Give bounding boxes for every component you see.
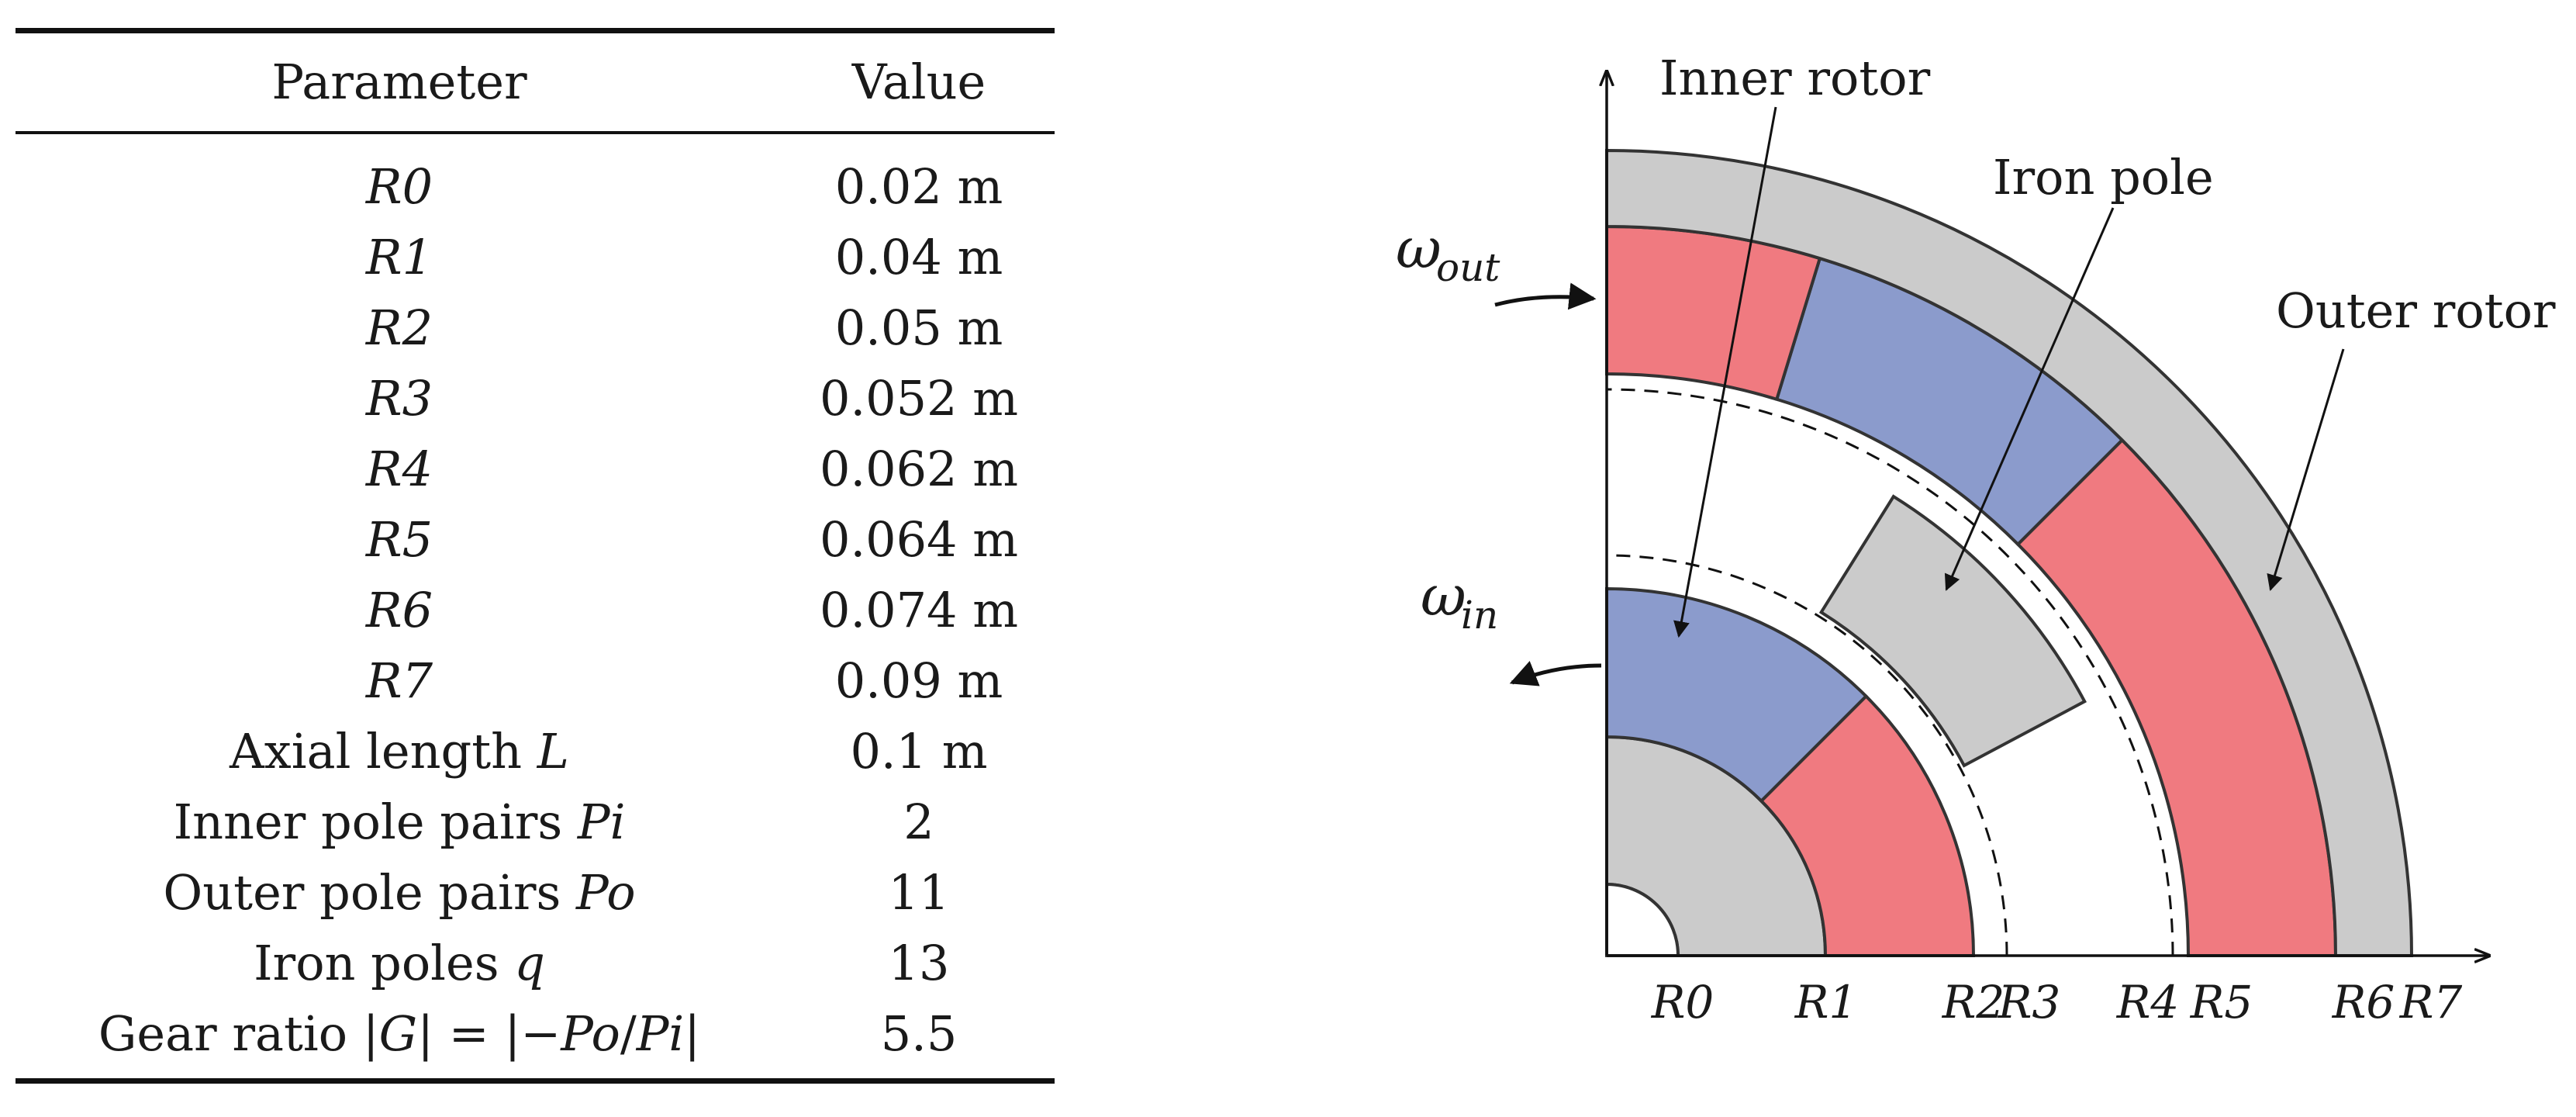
gear-ratio-middle: | = |− [417,1005,561,1062]
label-iron-pole: Iron pole [1993,149,2214,206]
value-cell: 11 [888,864,950,921]
iron-pole-pointer [1944,207,2115,591]
param-symbol: R2 [365,299,433,356]
param-cell: Axial length L [16,716,783,787]
table-row: Axial length L 0.1 m [16,716,1055,787]
radius-label-r7: R7 [2399,976,2463,1029]
air-gap-circles [1606,388,2174,956]
radius-label-r4: R4 [2116,976,2180,1029]
value-cell: 0.09 m [834,652,1003,709]
table-row: Iron poles q 13 [16,928,1055,998]
label-inner-rotor: Inner rotor [1659,50,1931,106]
param-cell: R1 [16,222,783,292]
table-row: R7 0.09 m [16,645,1055,716]
param-cell: R0 [16,133,783,222]
param-symbol: L [537,723,569,780]
table-row: R3 0.052 m [16,363,1055,434]
gear-ratio-suffix: | [684,1005,701,1062]
param-cell: Iron poles q [16,928,783,998]
param-cell: R4 [16,434,783,504]
param-symbol: R6 [365,582,433,638]
omega-out-symbol: ω [1396,216,1442,281]
omega-in-symbol: ω [1421,563,1466,628]
shaft-hole [1605,882,1680,957]
param-symbol: R5 [365,511,433,568]
value-cell: 0.074 m [820,582,1018,638]
axes [1607,71,2489,956]
value-cell: 0.052 m [820,370,1018,427]
table-row: R0 0.02 m [16,133,1055,222]
param-cell: Gear ratio |G| = |−Po/Pi| [16,998,783,1081]
omega-out-subscript: out [1436,245,1500,290]
value-cell: 0.064 m [820,511,1018,568]
value-cell: 0.1 m [850,723,988,780]
table-row: R6 0.074 m [16,575,1055,645]
param-cell: Outer pole pairs Po [16,857,783,928]
param-text: Outer pole pairs [163,864,577,921]
radius-label-r5: R5 [2190,976,2253,1029]
radius-label-r1: R1 [1794,976,1858,1029]
table-row-gear-ratio: Gear ratio |G| = |−Po/Pi| 5.5 [16,998,1055,1081]
air-gap-inner [1606,554,2008,956]
table-body: R0 0.02 m R1 0.04 m R2 0.05 m R3 0.052 m R4 0.062… [16,133,1055,1081]
table-row: R2 0.05 m [16,292,1055,363]
gear-ratio-prefix: Gear ratio | [98,1005,379,1062]
param-cell: R2 [16,292,783,363]
radius-label-r2: R2 [1942,976,2005,1029]
param-symbol: R3 [365,370,433,427]
param-symbol: Po [576,864,636,921]
param-symbol: Pi [577,794,626,850]
table-row: Inner pole pairs Pi 2 [16,787,1055,857]
param-cell: R5 [16,504,783,575]
radius-label-r3: R3 [1998,976,2061,1029]
inner-magnet-blue [1605,586,1869,804]
value-cell: 5.5 [880,1005,958,1062]
table-row: R5 0.064 m [16,504,1055,575]
gear-segments [1605,148,2414,957]
param-text: Iron poles [254,935,515,991]
gear-ratio-pi: Pi [636,1005,685,1062]
param-cell: R3 [16,363,783,434]
param-symbol: R7 [365,652,433,709]
radius-label-r6: R6 [2332,976,2395,1029]
param-text: Inner pole pairs [173,794,578,850]
table-header-row: Parameter Value [16,30,1055,133]
label-outer-rotor: Outer rotor [2276,282,2556,339]
param-text: Axial length [230,723,537,780]
table-row: R4 0.062 m [16,434,1055,504]
value-cell: 0.05 m [834,299,1003,356]
iron-pole [1818,494,2087,768]
inner-rotor-pointer [1673,106,1777,638]
table-row: Outer pole pairs Po 11 [16,857,1055,928]
param-symbol: R1 [365,229,433,285]
table-row: R1 0.04 m [16,222,1055,292]
gear-ratio-slash: / [620,1005,637,1062]
outer-rotor-pointer [2267,348,2345,592]
param-symbol: R4 [365,441,433,497]
value-cell: 13 [888,935,950,991]
air-gap-outer [1606,388,2174,956]
param-symbol: q [514,935,545,991]
value-cell: 0.04 m [834,229,1003,285]
param-cell: R7 [16,645,783,716]
omega-in-arrow [1509,661,1602,686]
value-cell: 2 [903,794,934,850]
gear-ratio-po: Po [561,1005,620,1062]
value-cell: 0.02 m [834,158,1003,215]
param-cell: Inner pole pairs Pi [16,787,783,857]
gear-ratio-g: G [378,1005,418,1062]
omega-in-subscript: in [1461,593,1498,638]
parameter-table: Parameter Value R0 0.02 m R1 0.04 m R2 0.05 m… [16,28,1055,1084]
omega-out-arrow [1494,282,1597,310]
radius-label-r0: R0 [1651,976,1714,1029]
param-symbol: R0 [365,158,433,215]
header-parameter: Parameter [271,54,527,110]
inner-magnet-red [1759,693,1976,957]
value-cell: 0.062 m [820,441,1018,497]
header-value: Value [851,54,986,110]
param-cell: R6 [16,575,783,645]
label-pointers [1494,106,2345,686]
